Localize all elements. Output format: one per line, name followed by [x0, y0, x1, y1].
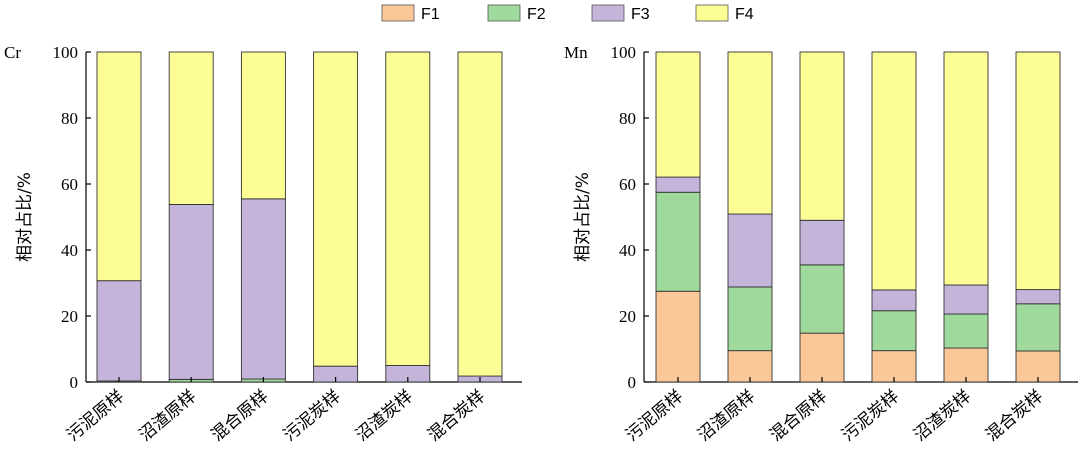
bar-segment-f4 [96, 51, 142, 282]
bar-segment-f2 [943, 313, 989, 349]
bar-segment-f1 [799, 332, 845, 383]
chart-panel-mn: Mn 相对占比/% 0 20 40 60 80 100 污泥原样 沼渣原样 混合原样 污泥炭样 沼渣炭样… [564, 43, 1078, 446]
bar-segment-f3 [1015, 289, 1061, 305]
x-tick-label: 污泥炭样 [280, 387, 345, 446]
y-tick-label: 100 [53, 43, 79, 62]
x-tick-label: 混合炭样 [982, 387, 1047, 446]
y-tick-label: 40 [619, 241, 636, 260]
bar-segment-f2 [1015, 303, 1061, 352]
panel-label: Cr [4, 43, 21, 62]
bar-segment-f4 [457, 51, 503, 377]
bar-segment-f4 [871, 51, 917, 291]
legend-label-f4: F4 [735, 6, 754, 23]
legend-label-f2: F2 [527, 6, 546, 23]
bar-segment-f4 [655, 51, 701, 178]
x-tick-label: 沼渣炭样 [910, 387, 975, 446]
bar-segment-f4 [799, 51, 845, 221]
y-tick-label: 0 [628, 373, 637, 392]
x-tick-label: 沼渣炭样 [352, 387, 417, 446]
y-tick-label: 20 [61, 307, 78, 326]
y-tick-label: 20 [619, 307, 636, 326]
bar-segment-f2 [727, 286, 773, 352]
y-tick-label: 60 [619, 175, 636, 194]
bar-segment-f3 [799, 219, 845, 266]
legend-swatch-f1 [381, 4, 415, 22]
x-tick-label: 沼渣原样 [135, 387, 200, 446]
x-tick-label: 污泥原样 [63, 387, 128, 446]
legend-label-f3: F3 [631, 6, 650, 23]
bar-segment-f1 [943, 347, 989, 383]
chart-panel-cr: Cr 相对占比/% 0 20 40 60 80 100 污泥原样 沼渣原样 混合原样 污泥炭样 沼渣炭样… [4, 43, 522, 446]
x-tick-label: 混合炭样 [424, 387, 489, 446]
bar-segment-f1 [655, 290, 701, 383]
bar-segment-f4 [727, 51, 773, 215]
bar-segment-f1 [727, 350, 773, 383]
bar-segment-f4 [1015, 51, 1061, 291]
x-tick-label: 混合原样 [208, 387, 273, 446]
legend-swatch-f2 [487, 4, 521, 22]
bar-segment-f4 [943, 51, 989, 286]
x-tick-label: 污泥原样 [622, 387, 687, 446]
y-tick-label: 0 [70, 373, 79, 392]
y-tick-label: 80 [61, 109, 78, 128]
bar-segment-f3 [168, 204, 214, 380]
bar-segment-f4 [240, 51, 286, 200]
x-tick-label: 污泥炭样 [838, 387, 903, 446]
legend-swatch-f4 [695, 4, 729, 22]
y-tick-label: 40 [61, 241, 78, 260]
bar-segment-f3 [96, 280, 142, 382]
panel-label: Mn [564, 43, 588, 62]
y-tick-label: 100 [611, 43, 637, 62]
x-tick-label: 混合原样 [766, 387, 831, 446]
legend: F1 F2 F3 F4 [381, 4, 754, 23]
legend-swatch-f3 [591, 4, 625, 22]
bar-segment-f3 [943, 284, 989, 315]
bar-segment-f2 [799, 264, 845, 334]
bar-segment-f4 [168, 51, 214, 205]
x-tick-label: 沼渣原样 [694, 387, 759, 446]
y-tick-label: 60 [61, 175, 78, 194]
y-axis-label: 相对占比/% [15, 172, 35, 262]
bar-segment-f4 [313, 51, 359, 367]
bar-segment-f3 [655, 176, 701, 193]
bar-segment-f3 [871, 289, 917, 312]
bar-segment-f3 [240, 198, 286, 380]
bar-segment-f2 [871, 310, 917, 352]
bar-segment-f4 [385, 51, 431, 366]
y-tick-label: 80 [619, 109, 636, 128]
bar-segment-f2 [655, 191, 701, 292]
legend-label-f1: F1 [421, 6, 440, 23]
bar-segment-f3 [727, 213, 773, 288]
y-axis-label: 相对占比/% [573, 172, 593, 262]
